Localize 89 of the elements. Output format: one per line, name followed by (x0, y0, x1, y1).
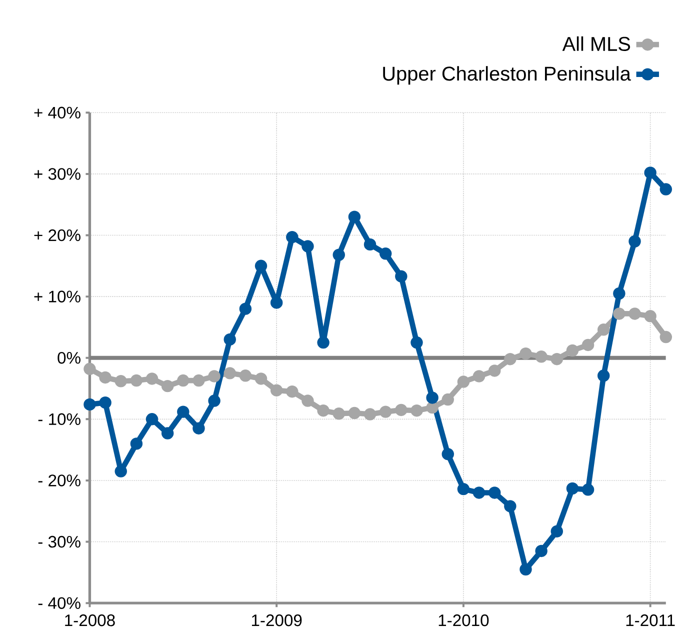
point (302, 394, 314, 407)
point (332, 248, 345, 261)
point (84, 398, 96, 411)
point (457, 376, 470, 388)
point (535, 350, 548, 363)
y-tick-label: + 40% (34, 106, 80, 119)
point (410, 336, 423, 349)
point (146, 413, 158, 426)
point (442, 393, 454, 406)
x-tick-label: 1-2011 (626, 614, 675, 626)
point (472, 486, 486, 499)
legend-label: Upper Charleston Peninsula (383, 66, 631, 85)
point (208, 394, 220, 407)
point (582, 484, 594, 496)
point (613, 287, 626, 300)
y-tick-label: - 20% (38, 474, 80, 486)
point (566, 482, 579, 495)
y-tick-label: - 30% (38, 536, 80, 548)
point (644, 166, 656, 179)
point (130, 438, 143, 450)
point (426, 401, 438, 414)
point (550, 525, 564, 538)
point (660, 183, 672, 196)
point (660, 330, 672, 344)
point (566, 344, 579, 357)
point (332, 408, 345, 420)
point (364, 408, 376, 420)
point (239, 370, 252, 382)
y-tick-label: 0% (58, 352, 80, 364)
point (130, 374, 143, 387)
point (426, 392, 438, 404)
point (379, 248, 392, 260)
point (254, 372, 268, 385)
point (644, 310, 656, 322)
y-tick-label: + 30% (34, 168, 80, 180)
point (114, 375, 127, 388)
point (395, 404, 408, 416)
point (317, 336, 330, 349)
point (457, 482, 470, 496)
point (488, 486, 501, 499)
point (84, 362, 96, 376)
point (395, 270, 408, 282)
point (114, 465, 127, 478)
point (504, 352, 516, 366)
legend-label: All MLS (562, 36, 630, 52)
x-tick-label: 1-2009 (252, 614, 302, 626)
y-tick-label: - 10% (38, 413, 80, 426)
point (348, 406, 361, 420)
point (410, 404, 423, 417)
point (192, 374, 205, 387)
point (364, 238, 376, 251)
point (317, 404, 330, 417)
point (177, 374, 190, 387)
point (270, 296, 283, 309)
point (99, 371, 112, 384)
point (192, 422, 205, 434)
point (286, 230, 298, 244)
y-tick-label: + 20% (34, 229, 80, 242)
point (302, 240, 314, 252)
point (379, 406, 392, 418)
point (597, 324, 610, 336)
point (520, 563, 532, 576)
point (208, 370, 220, 382)
point (628, 308, 641, 320)
point (472, 370, 486, 382)
y-tick-label: - 40% (38, 597, 80, 609)
point (161, 380, 174, 392)
point (286, 385, 298, 398)
point (597, 370, 610, 382)
point (628, 235, 641, 248)
point (99, 396, 112, 409)
y-tick-label: + 10% (34, 290, 80, 302)
point (224, 367, 236, 380)
point (442, 448, 454, 460)
point (582, 338, 594, 352)
x-tick-label: 1-2008 (65, 614, 115, 626)
point (504, 500, 516, 512)
point (520, 347, 532, 360)
point (161, 427, 174, 440)
point (146, 372, 158, 385)
x-tick-label: 1-2010 (438, 614, 489, 626)
point (177, 406, 190, 418)
point (224, 333, 236, 346)
point (550, 352, 564, 366)
point (535, 544, 548, 558)
point (239, 302, 252, 315)
point (488, 364, 501, 377)
point (613, 308, 626, 320)
point (270, 384, 283, 396)
